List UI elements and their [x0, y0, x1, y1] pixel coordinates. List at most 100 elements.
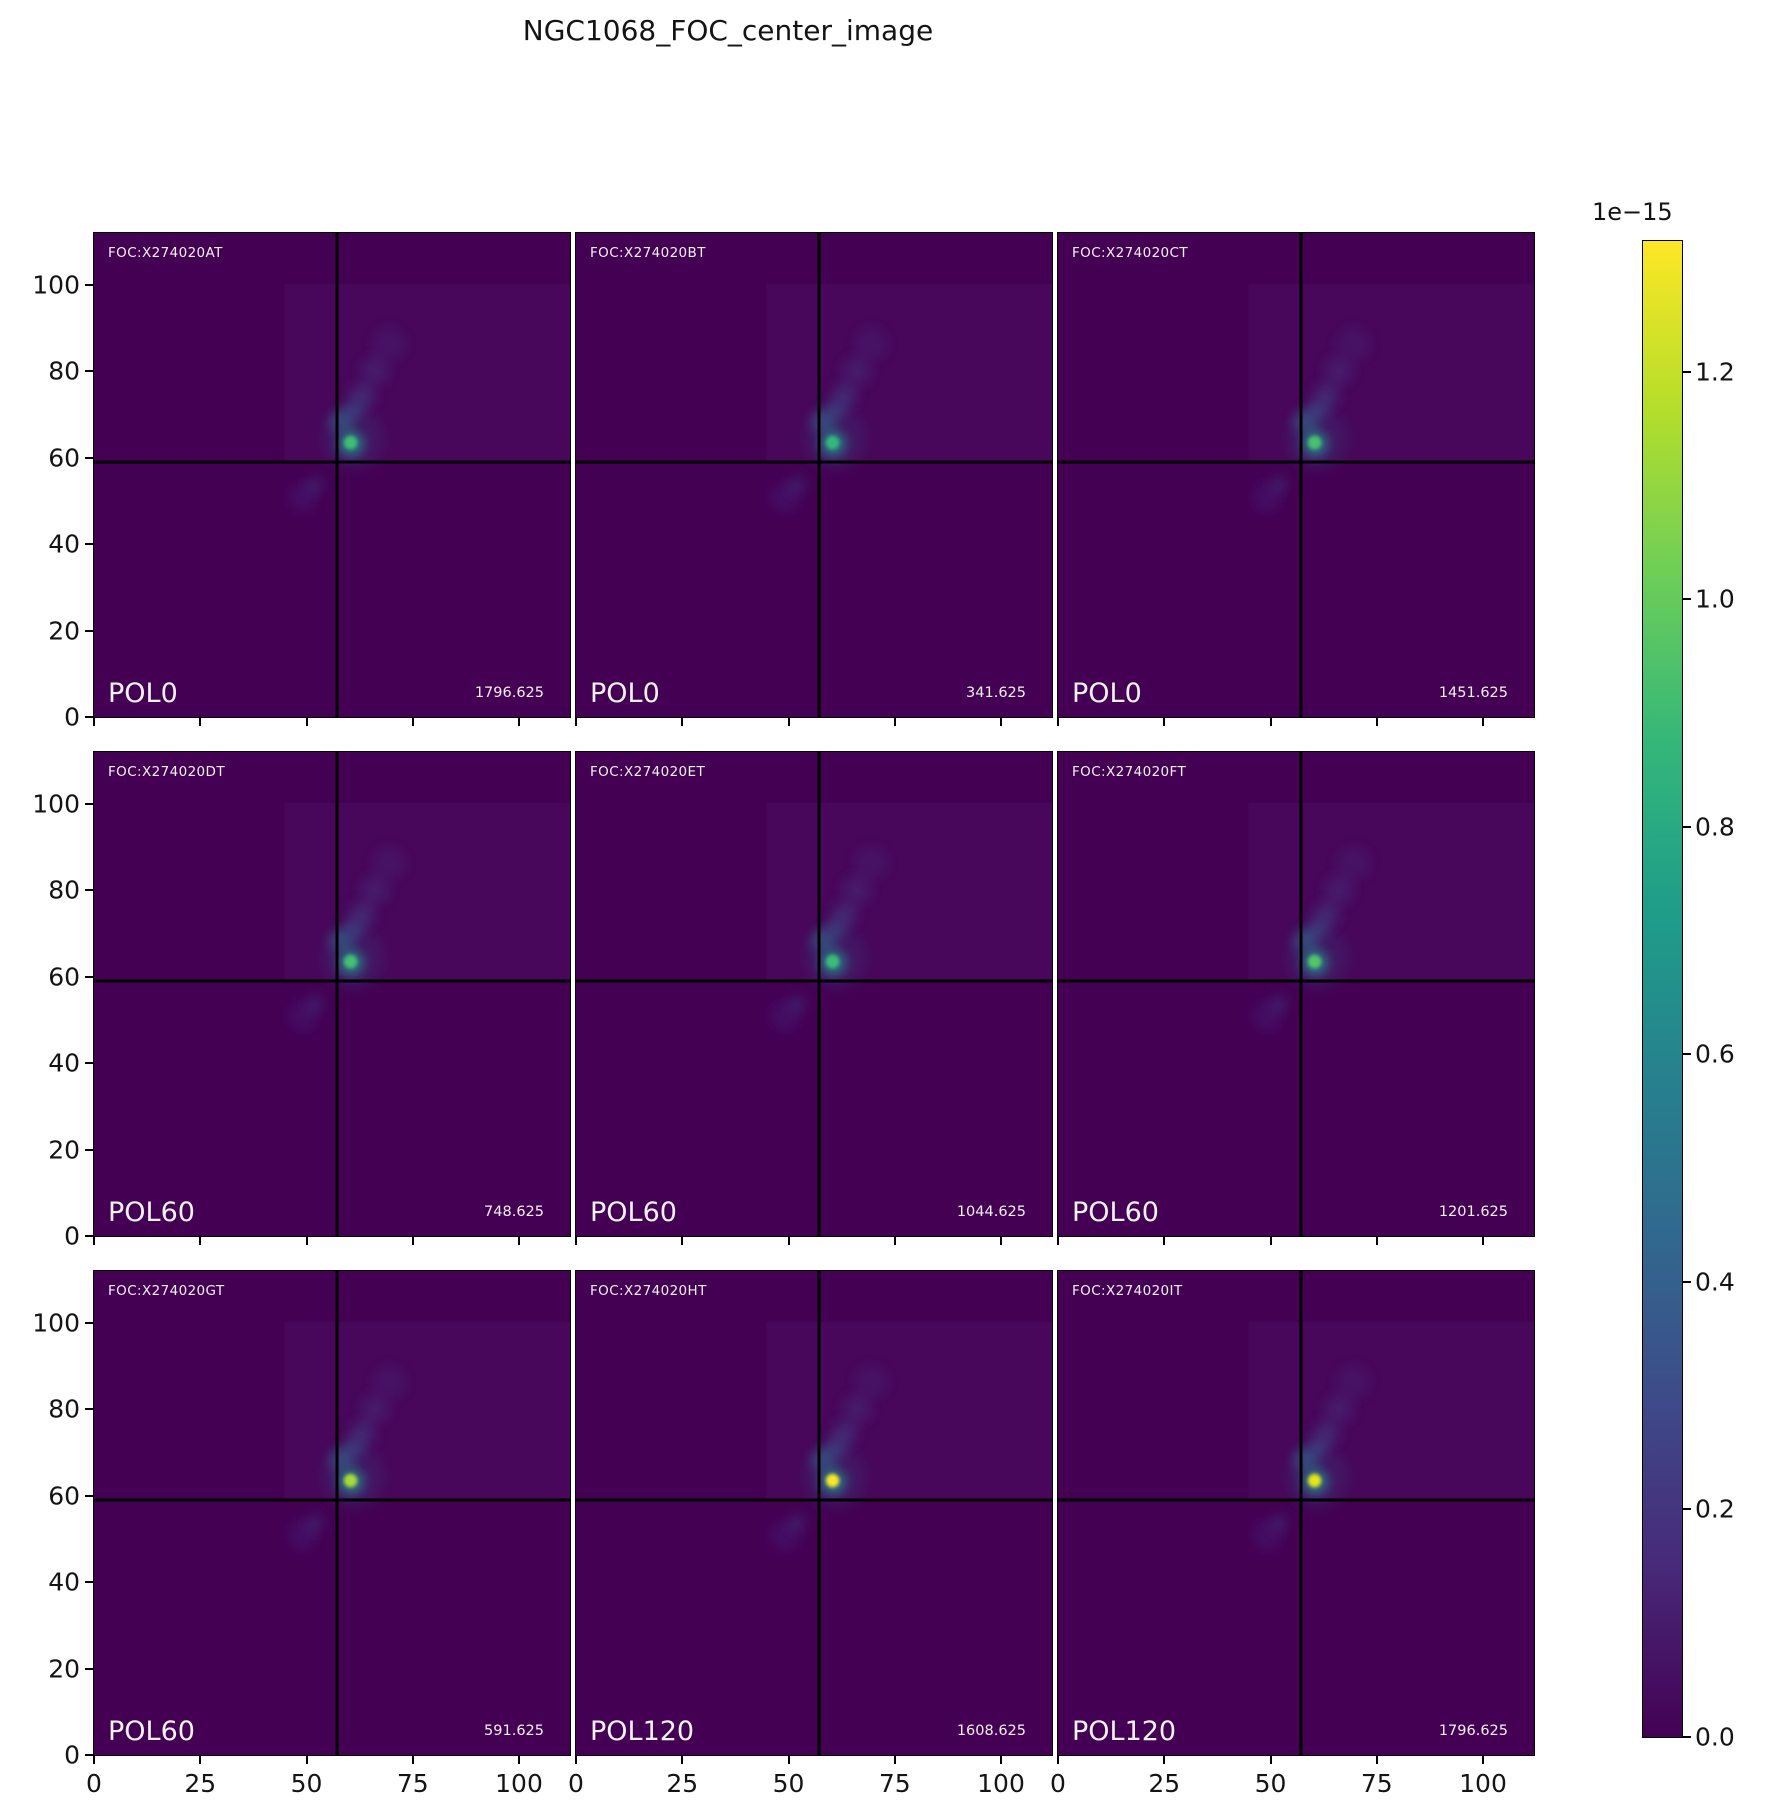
x-tick-mark [681, 717, 684, 726]
crosshair-hline [1058, 460, 1534, 464]
y-tick-label: 40 [48, 529, 80, 559]
heatmap-panel-6: FOC:X274020FT POL60 1201.625 [1057, 751, 1535, 1245]
exposure-value: 1201.625 [1438, 1204, 1508, 1220]
y-tick-mark [85, 543, 94, 546]
colorbar-tick-mark [1682, 370, 1691, 373]
x-tick-mark [199, 717, 202, 726]
y-tick-mark [85, 1408, 94, 1411]
crosshair-vline [817, 1271, 821, 1755]
y-tick-mark [85, 629, 94, 632]
y-tick-mark [85, 370, 94, 373]
filter-label: POL0 [108, 678, 178, 709]
x-tick-mark [199, 1755, 202, 1764]
crosshair-vline [1299, 752, 1303, 1236]
x-tick-mark [1163, 1755, 1166, 1764]
exposure-label: FOC:X274020GT [108, 1283, 225, 1299]
filter-label: POL0 [1072, 678, 1142, 709]
x-tick-label: 0 [86, 1769, 102, 1798]
exposure-label: FOC:X274020ET [590, 764, 706, 780]
x-tick-mark [1482, 1236, 1484, 1245]
colorbar-tick-mark [1682, 598, 1691, 601]
colorbar-tick-label: 0.6 [1695, 1039, 1735, 1069]
y-tick-label: 40 [48, 1048, 80, 1078]
exposure-value: 1796.625 [474, 685, 544, 701]
x-tick-label: 0 [568, 1769, 584, 1798]
filter-label: POL60 [590, 1197, 677, 1228]
y-tick-mark [85, 1754, 94, 1756]
filter-label: POL60 [1072, 1197, 1159, 1228]
x-tick-label: 100 [495, 1769, 543, 1798]
x-tick-mark [1000, 1236, 1002, 1245]
crosshair-hline [94, 1498, 570, 1502]
y-tick-label: 60 [48, 443, 80, 473]
y-tick-label: 100 [32, 789, 80, 819]
y-tick-label: 80 [48, 1394, 80, 1424]
galaxy-image [576, 233, 1052, 717]
x-tick-mark [93, 1236, 95, 1245]
crosshair-vline [335, 752, 339, 1236]
y-tick-mark [85, 889, 94, 892]
x-tick-label: 100 [977, 1769, 1025, 1798]
y-tick-label: 0 [64, 702, 80, 732]
x-tick-mark [681, 1755, 684, 1764]
y-tick-label: 60 [48, 962, 80, 992]
heatmap-panel-7: FOC:X274020GT POL60 591.625 0 25 50 75 100 0 2… [32, 1270, 571, 1798]
y-tick-label: 0 [64, 1740, 80, 1770]
x-tick-mark [893, 1236, 896, 1245]
y-tick-mark [85, 456, 94, 459]
crosshair-hline [1058, 979, 1534, 983]
colorbar-tick-mark [1682, 1736, 1691, 1738]
x-tick-mark [1000, 717, 1002, 726]
crosshair-vline [335, 1271, 339, 1755]
y-tick-label: 20 [48, 616, 80, 646]
x-tick-mark [93, 717, 95, 726]
heatmap-panel-4: FOC:X274020DT POL60 748.625 0 20 40 60 80 100 [32, 751, 571, 1251]
x-tick-label: 25 [1148, 1769, 1181, 1798]
colorbar-tick-mark [1682, 1053, 1691, 1056]
x-tick-mark [1269, 1755, 1272, 1764]
colorbar-tick-mark [1682, 825, 1691, 828]
panel-grid: FOC:X274020AT POL0 1796.625 0 20 40 60 80 100… [32, 232, 1535, 1798]
colorbar-scale-label: 1e−15 [1592, 198, 1673, 226]
crosshair-vline [1299, 233, 1303, 717]
x-tick-mark [575, 717, 577, 726]
y-tick-mark [85, 283, 94, 286]
x-tick-mark [787, 1755, 790, 1764]
x-tick-label: 25 [184, 1769, 217, 1798]
x-tick-mark [1163, 717, 1166, 726]
filter-label: POL60 [108, 1197, 195, 1228]
x-tick-mark [893, 1755, 896, 1764]
exposure-label: FOC:X274020AT [108, 245, 223, 261]
x-tick-mark [1375, 1755, 1378, 1764]
crosshair-vline [817, 752, 821, 1236]
exposure-value: 591.625 [484, 1723, 544, 1739]
y-tick-mark [85, 1581, 94, 1584]
y-tick-mark [85, 1494, 94, 1497]
colorbar-tick-label: 0.4 [1695, 1267, 1735, 1297]
x-tick-mark [1057, 1755, 1059, 1764]
y-tick-mark [85, 1321, 94, 1324]
x-tick-mark [411, 1755, 414, 1764]
x-tick-label: 25 [666, 1769, 699, 1798]
y-tick-mark [85, 975, 94, 978]
x-tick-mark [411, 1236, 414, 1245]
x-tick-label: 75 [396, 1769, 429, 1798]
x-tick-mark [305, 1236, 308, 1245]
crosshair-hline [576, 979, 1052, 983]
x-tick-label: 75 [1360, 1769, 1393, 1798]
x-tick-mark [518, 1236, 520, 1245]
x-tick-mark [1482, 1755, 1484, 1764]
filter-label: POL0 [590, 678, 660, 709]
galaxy-image [94, 1271, 570, 1755]
y-tick-label: 100 [32, 270, 80, 300]
crosshair-hline [94, 460, 570, 464]
x-tick-label: 50 [290, 1769, 323, 1798]
exposure-value: 341.625 [966, 685, 1026, 701]
x-tick-mark [411, 717, 414, 726]
x-tick-mark [305, 717, 308, 726]
x-tick-mark [1000, 1755, 1002, 1764]
x-tick-mark [93, 1755, 95, 1764]
colorbar-tick-mark [1682, 1280, 1691, 1283]
x-tick-mark [1375, 1236, 1378, 1245]
exposure-label: FOC:X274020FT [1072, 764, 1187, 780]
